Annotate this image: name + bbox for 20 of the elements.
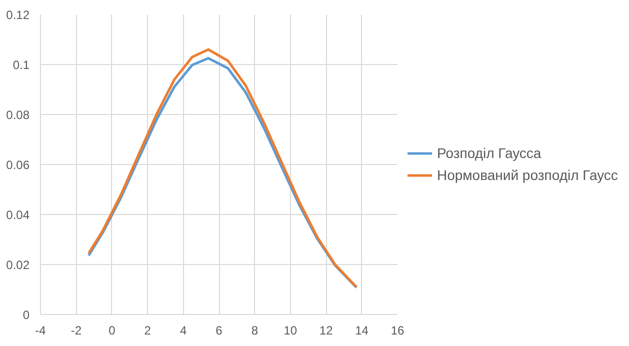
- x-tick-label: 14: [355, 324, 369, 338]
- x-tick-label: -2: [70, 324, 82, 338]
- x-tick-label: 2: [144, 324, 152, 338]
- y-tick-label: 0.1: [12, 58, 30, 72]
- x-tick-label: 0: [108, 324, 116, 338]
- x-tick-label: 16: [390, 324, 404, 338]
- x-tick-label: -4: [35, 324, 46, 338]
- x-tick-label: 12: [319, 324, 334, 338]
- y-tick-label: 0.04: [6, 208, 30, 222]
- y-tick-label: 0.06: [6, 158, 30, 172]
- x-tick-label: 6: [216, 324, 223, 338]
- y-tick-label: 0.08: [6, 108, 30, 122]
- y-tick-label: 0: [22, 308, 30, 322]
- y-tick-label: 0.02: [6, 258, 30, 272]
- x-tick-label: 8: [251, 324, 258, 338]
- x-tick-label: 10: [284, 324, 298, 338]
- legend-label: Нормований розподіл Гаусс: [437, 167, 618, 183]
- y-tick-label: 0.12: [6, 8, 30, 22]
- legend-label: Розподіл Гаусса: [437, 145, 542, 161]
- x-tick-label: 4: [180, 324, 187, 338]
